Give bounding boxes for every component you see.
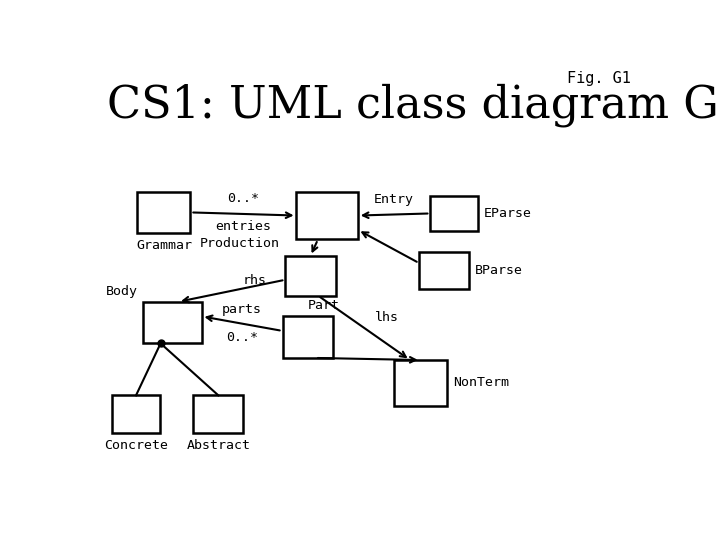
- Bar: [431, 196, 478, 231]
- Bar: [282, 316, 333, 358]
- Text: Fig. G1: Fig. G1: [567, 71, 631, 86]
- Bar: [112, 395, 160, 433]
- Text: EParse: EParse: [483, 207, 531, 220]
- Text: lhs: lhs: [375, 310, 399, 323]
- Text: parts: parts: [222, 303, 262, 316]
- Bar: [193, 395, 243, 433]
- Bar: [285, 256, 336, 295]
- Bar: [143, 302, 202, 343]
- Bar: [394, 360, 447, 406]
- Text: 0..*: 0..*: [228, 192, 259, 205]
- Text: rhs: rhs: [243, 274, 267, 287]
- Text: Entry: Entry: [374, 193, 414, 206]
- Bar: [297, 192, 358, 239]
- Text: 0..*: 0..*: [226, 331, 258, 344]
- Text: BParse: BParse: [475, 264, 523, 277]
- Bar: [419, 252, 469, 289]
- Text: Concrete: Concrete: [104, 439, 168, 452]
- Text: Abstract: Abstract: [186, 439, 251, 452]
- Text: Body: Body: [105, 285, 138, 298]
- Bar: [138, 192, 190, 233]
- Text: NonTerm: NonTerm: [453, 376, 509, 389]
- Text: CS1: UML class diagram Grammar: CS1: UML class diagram Grammar: [107, 84, 720, 127]
- Text: entries: entries: [215, 220, 271, 233]
- Text: Grammar: Grammar: [136, 239, 192, 252]
- Text: Part: Part: [307, 299, 340, 312]
- Text: Production: Production: [199, 237, 279, 250]
